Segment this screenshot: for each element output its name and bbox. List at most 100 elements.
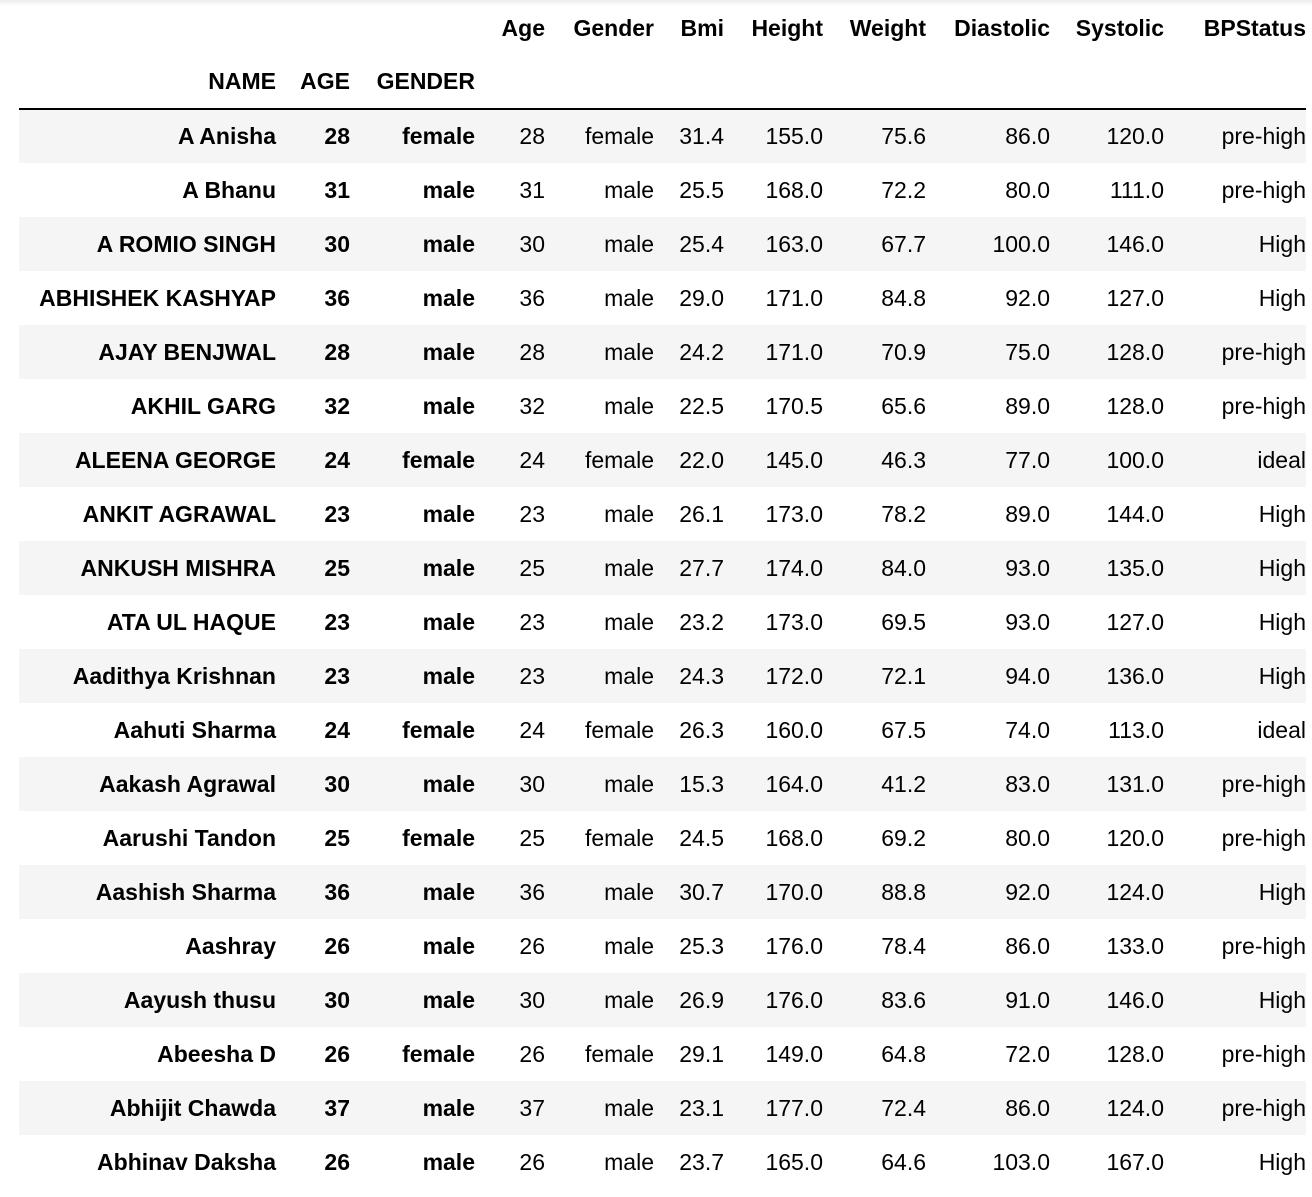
blank-header-cell <box>19 2 290 54</box>
diastolic-cell: 74.0 <box>1005 716 1050 743</box>
index-name-cell: Aashish Sharma <box>95 878 276 905</box>
index-gender-cell: male <box>422 392 475 419</box>
gender-cell: male <box>604 500 654 527</box>
diastolic-cell: 77.0 <box>1005 446 1050 473</box>
bmi-cell: 24.5 <box>679 824 724 851</box>
bmi-cell: 31.4 <box>679 123 724 149</box>
bmi-cell: 24.3 <box>679 662 724 689</box>
table-row: ABHISHEK KASHYAP 36 male 36 male 29.0 171.0 84.… <box>19 271 1306 325</box>
index-name-cell: Aahuti Sharma <box>113 716 276 743</box>
diastolic-cell: 75.0 <box>1005 338 1050 365</box>
output-top-shadow <box>0 0 1312 6</box>
height-cell: 155.0 <box>765 123 823 149</box>
bpstatus-cell: High <box>1258 500 1306 527</box>
age-cell: 25 <box>519 824 545 851</box>
bmi-cell: 30.7 <box>679 878 724 905</box>
index-name-cell: A Bhanu <box>182 176 276 203</box>
weight-cell: 78.4 <box>881 932 926 959</box>
systolic-cell: 100.0 <box>1106 446 1164 473</box>
table-row: Aashray 26 male 26 male 25.3 176.0 78.4 86.0 133.… <box>19 919 1306 973</box>
index-gender-cell: female <box>402 824 475 851</box>
bpstatus-cell: pre-high <box>1221 932 1306 959</box>
gender-cell: male <box>604 554 654 581</box>
bpstatus-cell: pre-high <box>1221 176 1306 203</box>
systolic-cell: 127.0 <box>1106 608 1164 635</box>
index-name-cell: AJAY BENJWAL <box>98 338 276 365</box>
gender-cell: female <box>584 716 654 743</box>
gender-cell: male <box>604 662 654 689</box>
column-header-diastolic: Diastolic <box>954 14 1050 41</box>
table-row: ANKIT AGRAWAL 23 male 23 male 26.1 173.0 78.2 89… <box>19 487 1306 541</box>
blank-header-cell <box>290 2 364 54</box>
weight-cell: 70.9 <box>881 338 926 365</box>
table-row: Aadithya Krishnan 23 male 23 male 24.3 172.0 72… <box>19 649 1306 703</box>
systolic-cell: 124.0 <box>1106 878 1164 905</box>
systolic-cell: 146.0 <box>1106 986 1164 1013</box>
gender-cell: male <box>604 986 654 1013</box>
blank-header-cell <box>489 54 559 110</box>
height-cell: 160.0 <box>765 716 823 743</box>
height-cell: 176.0 <box>765 932 823 959</box>
index-name-cell: Aayush thusu <box>123 986 276 1013</box>
blank-header-cell <box>668 54 738 110</box>
height-cell: 176.0 <box>765 986 823 1013</box>
index-gender-cell: female <box>402 1040 475 1067</box>
systolic-cell: 136.0 <box>1106 662 1164 689</box>
column-header-gender: Gender <box>573 14 654 41</box>
height-cell: 145.0 <box>765 446 823 473</box>
bpstatus-cell: ideal <box>1257 716 1306 743</box>
gender-cell: male <box>604 608 654 635</box>
index-age-cell: 30 <box>324 770 350 797</box>
age-cell: 36 <box>519 284 545 311</box>
index-age-cell: 23 <box>324 662 350 689</box>
systolic-cell: 111.0 <box>1109 176 1164 203</box>
table-header: Age Gender Bmi Height Weight Diastolic S… <box>19 2 1306 110</box>
table-row: ATA UL HAQUE 23 male 23 male 23.2 173.0 69.5 93.… <box>19 595 1306 649</box>
gender-cell: male <box>604 770 654 797</box>
systolic-cell: 146.0 <box>1106 230 1164 257</box>
systolic-cell: 128.0 <box>1106 1040 1164 1067</box>
height-cell: 168.0 <box>765 176 823 203</box>
index-age-cell: 37 <box>324 1094 350 1121</box>
index-name-cell: Aarushi Tandon <box>102 824 276 851</box>
height-cell: 168.0 <box>765 824 823 851</box>
index-gender-cell: male <box>422 878 475 905</box>
systolic-cell: 128.0 <box>1106 338 1164 365</box>
systolic-cell: 120.0 <box>1106 123 1164 149</box>
index-name-gender: GENDER <box>364 54 489 110</box>
index-age-cell: 24 <box>324 716 350 743</box>
systolic-cell: 133.0 <box>1106 932 1164 959</box>
column-header-age: Age <box>501 14 545 41</box>
weight-cell: 41.2 <box>881 770 926 797</box>
weight-cell: 72.1 <box>881 662 926 689</box>
bmi-cell: 29.0 <box>679 284 724 311</box>
index-name-name: NAME <box>19 54 290 110</box>
dataframe-table: Age Gender Bmi Height Weight Diastolic S… <box>19 2 1306 1189</box>
table-row: Aahuti Sharma 24 female 24 female 26.3 160.0 67… <box>19 703 1306 757</box>
table-row: ALEENA GEORGE 24 female 24 female 22.0 145.0 46… <box>19 433 1306 487</box>
height-cell: 171.0 <box>765 338 823 365</box>
bmi-cell: 22.0 <box>679 446 724 473</box>
table-row: ANKUSH MISHRA 25 male 25 male 27.7 174.0 84.0 93… <box>19 541 1306 595</box>
index-age-cell: 28 <box>324 338 350 365</box>
diastolic-cell: 83.0 <box>1005 770 1050 797</box>
index-gender-cell: male <box>422 500 475 527</box>
index-name-cell: Abhijit Chawda <box>109 1094 276 1121</box>
height-cell: 149.0 <box>765 1040 823 1067</box>
table-row: A ROMIO SINGH 30 male 30 male 25.4 163.0 67.7 10… <box>19 217 1306 271</box>
column-header-height: Height <box>751 14 823 41</box>
column-header-weight: Weight <box>849 14 926 41</box>
gender-cell: female <box>584 1040 654 1067</box>
column-header-row: Age Gender Bmi Height Weight Diastolic S… <box>19 2 1306 54</box>
column-header-bpstatus: BPStatus <box>1203 14 1306 41</box>
table-row: Aayush thusu 30 male 30 male 26.9 176.0 83.6 91.… <box>19 973 1306 1027</box>
systolic-cell: 128.0 <box>1106 392 1164 419</box>
height-cell: 170.5 <box>765 392 823 419</box>
index-gender-cell: male <box>422 1148 475 1175</box>
gender-cell: female <box>584 824 654 851</box>
index-gender-cell: male <box>422 284 475 311</box>
index-name-cell: Aashray <box>185 932 276 959</box>
weight-cell: 72.4 <box>881 1094 926 1121</box>
bpstatus-cell: High <box>1258 986 1306 1013</box>
index-name-cell: Aakash Agrawal <box>99 770 276 797</box>
